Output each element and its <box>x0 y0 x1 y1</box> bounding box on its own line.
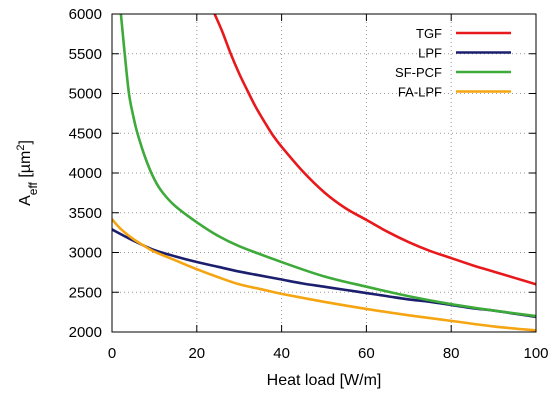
y-tick-label: 5500 <box>69 46 102 63</box>
x-tick-label: 100 <box>523 345 548 362</box>
y-tick-label: 2000 <box>69 324 102 341</box>
series-line-tgf <box>213 14 536 286</box>
series-group <box>112 14 536 332</box>
series-line-lpf <box>112 228 536 319</box>
x-tick-label: 20 <box>188 345 205 362</box>
y-axis-label-unit-close: ] <box>17 140 34 144</box>
y-tick-label: 4500 <box>69 125 102 142</box>
y-tick-label: 3000 <box>69 245 102 262</box>
x-tick-label: 80 <box>443 345 460 362</box>
axis-ticks: 0 20 40 60 80 100 2000 2500 3000 3500 4000 4500 5000… <box>69 6 549 362</box>
y-axis-label-unit: [µm <box>17 151 34 182</box>
legend-label-fa-lpf: FA-LPF <box>398 85 442 100</box>
y-axis-label-sup: 2 <box>15 145 27 151</box>
series-line-fa-lpf <box>112 218 536 332</box>
x-tick-label: 40 <box>273 345 290 362</box>
legend-label-tgf: TGF <box>416 26 442 41</box>
y-tick-label: 2500 <box>69 284 102 301</box>
y-tick-label: 5000 <box>69 86 102 103</box>
y-axis-label-sub: eff <box>26 181 40 195</box>
y-tick-label: 4000 <box>69 165 102 182</box>
legend-label-lpf: LPF <box>418 46 442 61</box>
legend: TGF LPF SF-PCF FA-LPF <box>395 26 511 100</box>
x-tick-label: 60 <box>358 345 375 362</box>
x-axis-label: Heat load [W/m] <box>267 372 382 389</box>
y-axis-label-main: A <box>17 195 34 206</box>
y-axis-label: Aeff [µm2] <box>15 140 40 206</box>
x-tick-label: 0 <box>108 345 116 362</box>
grid-lines <box>112 14 536 332</box>
y-tick-label: 6000 <box>69 6 102 23</box>
y-tick-label: 3500 <box>69 205 102 222</box>
series-line-sf-pcf <box>119 14 536 318</box>
legend-label-sf-pcf: SF-PCF <box>395 65 442 80</box>
